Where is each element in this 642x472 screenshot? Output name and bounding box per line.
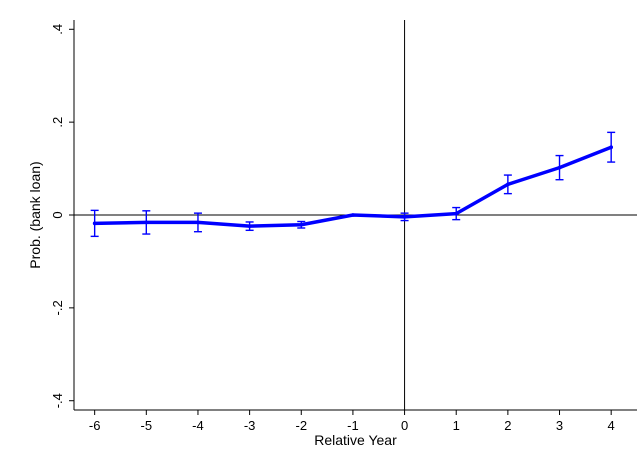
x-tick-label: -6	[89, 418, 101, 433]
y-tick-label: -.2	[50, 300, 65, 315]
data-point	[557, 165, 562, 170]
x-tick-label: -2	[295, 418, 307, 433]
x-tick-label: -4	[192, 418, 204, 433]
y-axis-title: Prob. (bank loan)	[27, 161, 43, 268]
x-tick-label: -5	[141, 418, 153, 433]
x-tick-label: 1	[453, 418, 460, 433]
data-point	[144, 220, 149, 225]
x-tick-label: -3	[244, 418, 256, 433]
ticks: -6 -5 -4 -3 -2 -1 0 1 2 3 4 -.4 -.2 0 .2 .4	[50, 24, 615, 433]
data-point	[247, 224, 252, 228]
data-point	[454, 211, 459, 216]
x-tick-label: -1	[347, 418, 359, 433]
y-tick-label: -.4	[50, 393, 65, 408]
y-tick-label: .2	[50, 117, 65, 128]
data-point	[299, 222, 304, 227]
series	[92, 145, 613, 228]
data-point	[196, 220, 200, 225]
data-point	[402, 215, 407, 219]
y-tick-label: .4	[50, 24, 65, 35]
x-tick-label: 0	[401, 418, 408, 433]
data-point	[92, 221, 97, 226]
x-tick-label: 3	[556, 418, 563, 433]
x-tick-label: 2	[504, 418, 511, 433]
x-axis-title: Relative Year	[314, 432, 397, 448]
data-point	[351, 213, 355, 217]
data-point	[609, 145, 613, 150]
y-tick-label: 0	[50, 211, 65, 218]
confidence-intervals	[90, 131, 616, 238]
x-tick-label: 4	[608, 418, 615, 433]
data-point	[506, 182, 510, 187]
